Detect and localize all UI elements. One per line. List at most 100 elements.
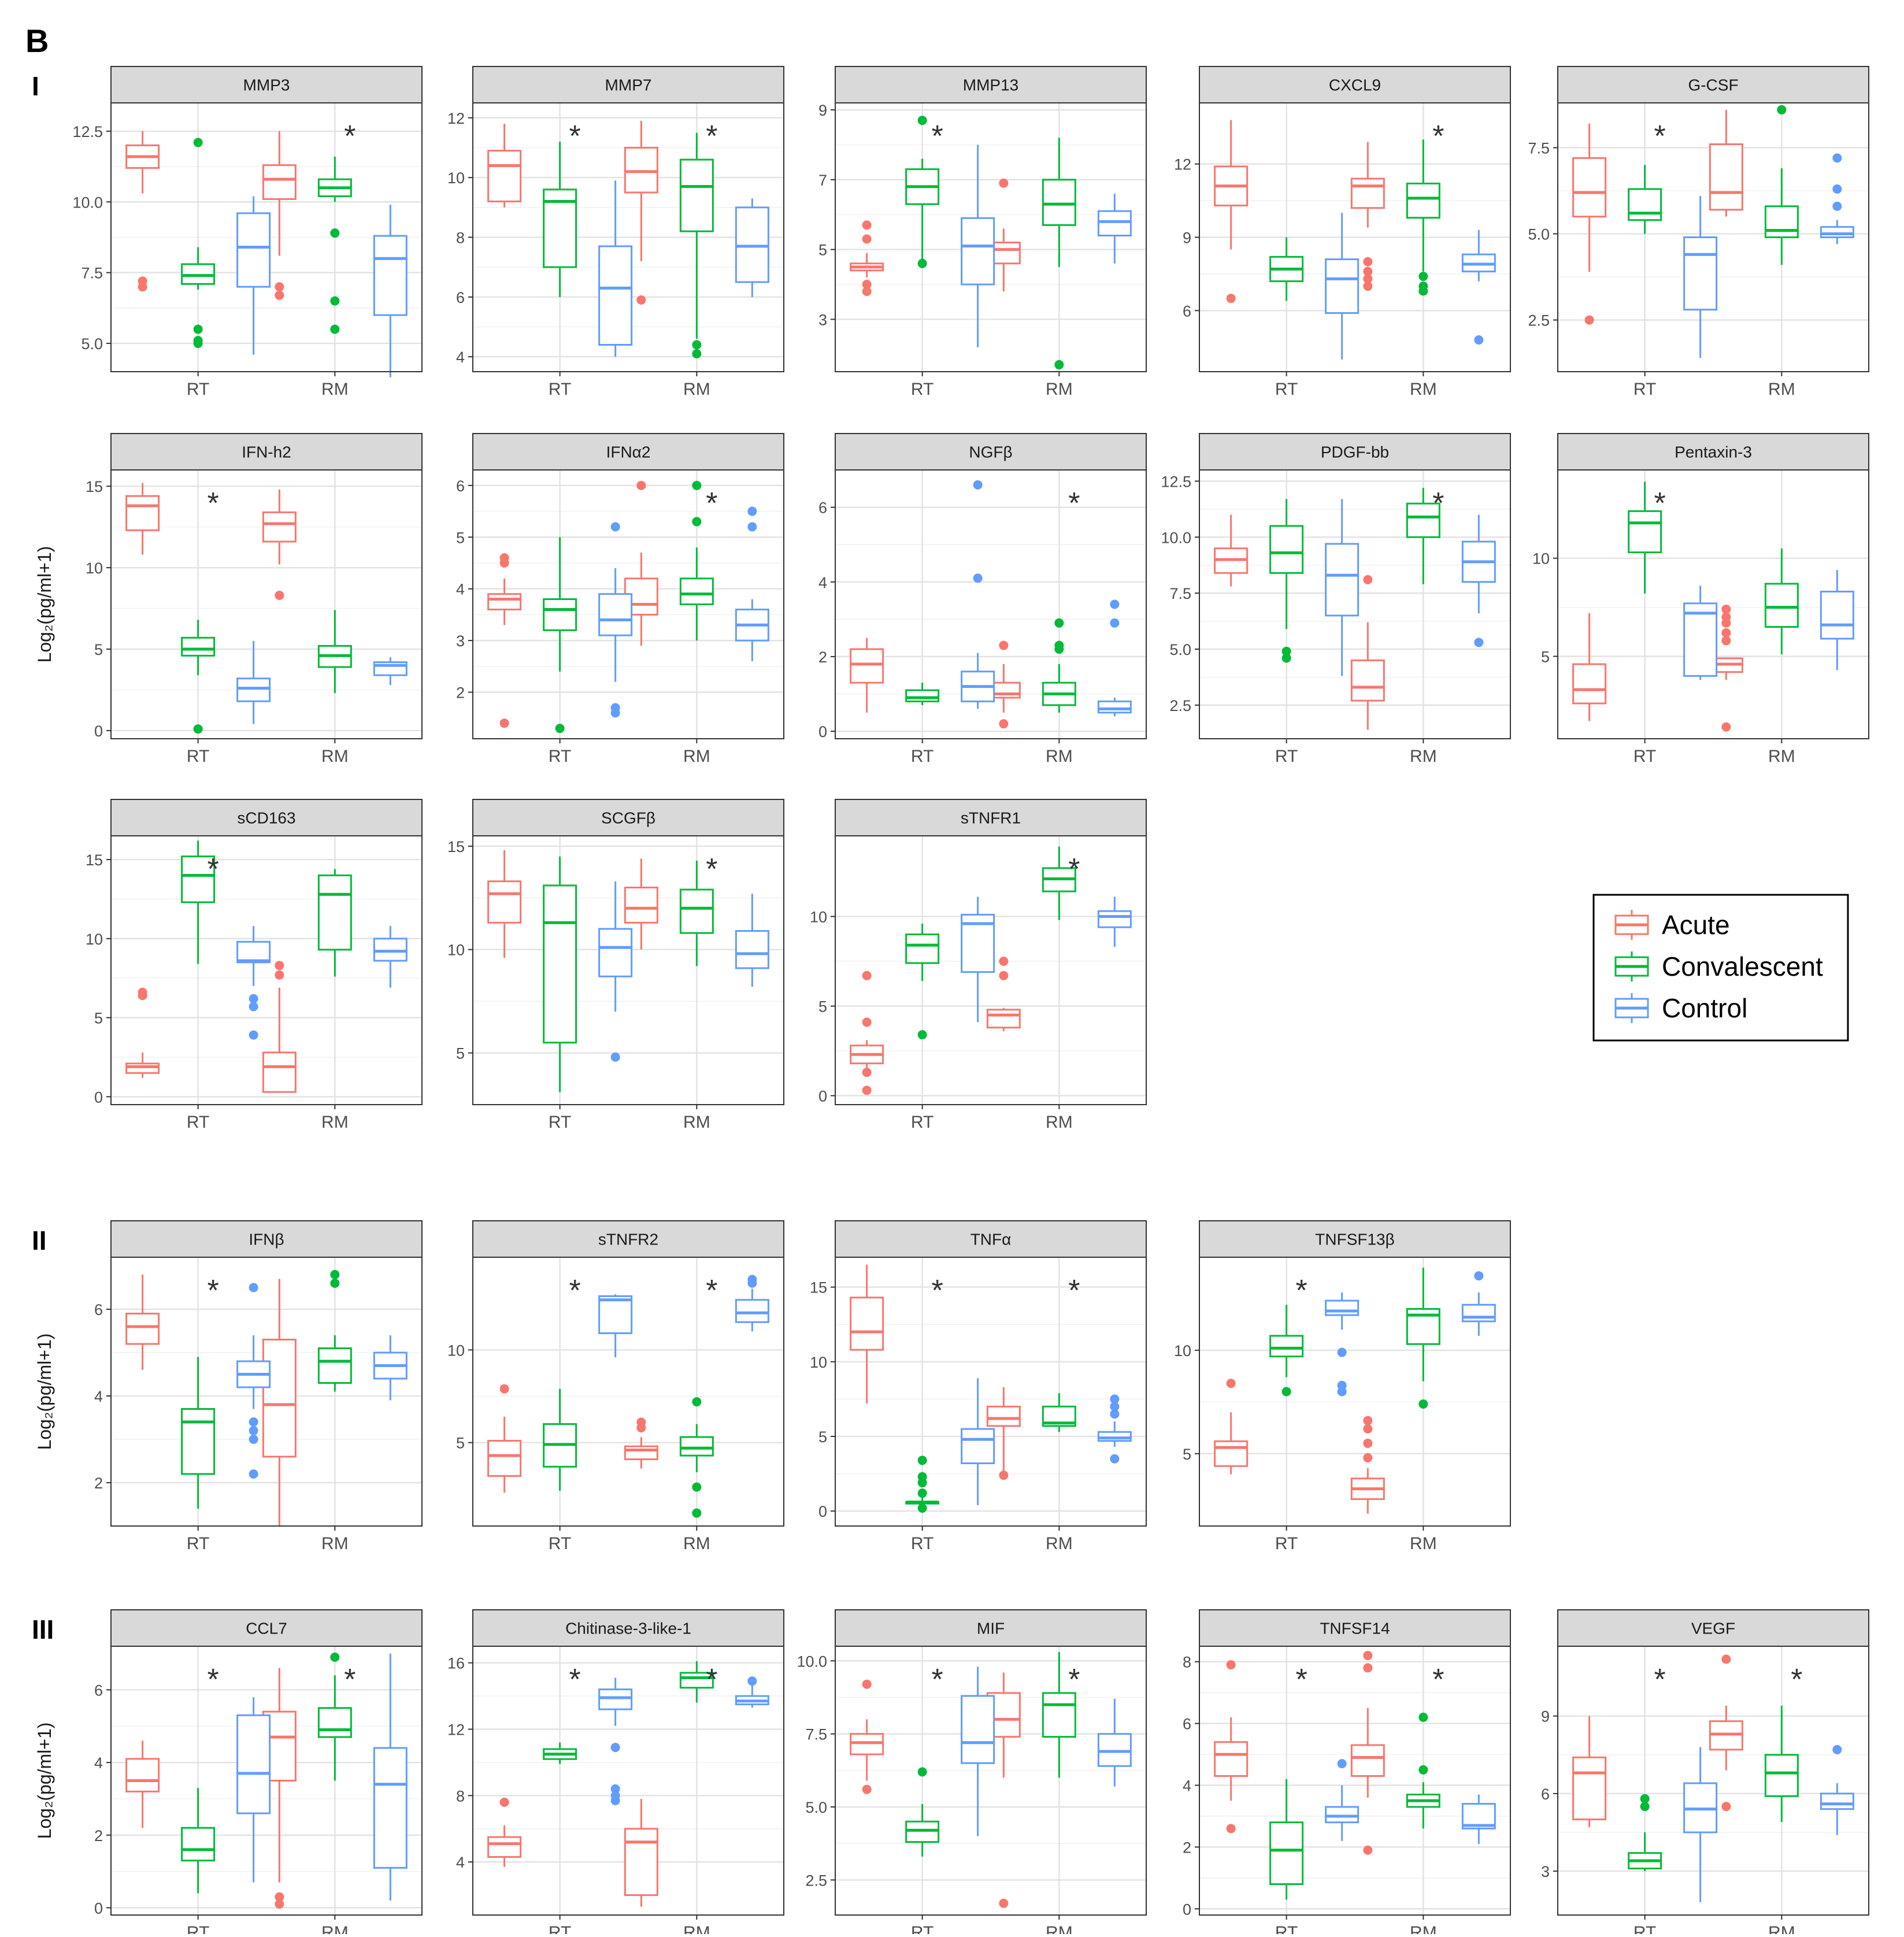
outlier-point: [1226, 1824, 1236, 1834]
y-tick-label: 9: [1183, 229, 1191, 247]
y-tick-label: 15: [810, 1279, 827, 1297]
box-convalescent: [317, 1707, 352, 1738]
y-tick-label: 10.0: [1161, 529, 1191, 546]
box-acute: [262, 164, 297, 200]
y-tick-label: 6: [94, 1301, 103, 1319]
box-convalescent: [679, 1436, 714, 1457]
outlier-point: [1640, 1794, 1650, 1803]
x-tick-label: RT: [187, 747, 209, 766]
box-acute: [487, 880, 522, 924]
outlier-point: [1418, 1712, 1428, 1722]
y-tick-label: 5: [94, 641, 103, 658]
outlier-point: [1110, 618, 1120, 628]
outlier-point: [1777, 105, 1787, 114]
significance-marker: *: [932, 1274, 943, 1308]
legend: Acute Convalescent Control: [1592, 894, 1849, 1042]
box-acute: [624, 1445, 658, 1461]
outlier-point: [1721, 1654, 1731, 1664]
x-tick-label: RT: [1275, 747, 1298, 766]
y-tick-label: 5.0: [1169, 641, 1191, 658]
outlier-point: [499, 553, 509, 563]
outlier-point: [1110, 599, 1120, 609]
panel-strip: [835, 66, 1147, 103]
panel-tnf-: TNFα * * 0 5 10 15 RT RM: [810, 1220, 1147, 1553]
panel-mif: MIF * * 2.5 5.0 7.5 10.0 RT RM: [797, 1609, 1147, 1937]
panel-border: [835, 835, 1147, 1105]
outlier-point: [1474, 638, 1484, 647]
outlier-point: [1363, 1438, 1373, 1448]
box-acute: [125, 1062, 160, 1074]
x-tick-label: RM: [1410, 747, 1437, 766]
panel-ccl7: CCL7 * * 0 2 4 6 RT RM: [94, 1609, 423, 1937]
box-acute: [1572, 1756, 1607, 1821]
y-tick-label: 2: [456, 684, 465, 702]
panel-title: IFNβ: [249, 1231, 284, 1249]
panel-strip: [110, 66, 423, 103]
y-tick-label: 2.5: [1169, 697, 1191, 714]
outlier-point: [999, 971, 1009, 980]
box-control: [1097, 910, 1132, 928]
y-tick-label: 5: [818, 242, 827, 259]
box-convalescent: [1764, 205, 1799, 239]
y-tick-label: 5: [818, 998, 827, 1016]
y-tick-label: 0: [818, 1503, 827, 1520]
outlier-point: [999, 1471, 1009, 1480]
box-acute: [1572, 663, 1607, 705]
significance-marker: *: [569, 1274, 581, 1308]
outlier-point: [862, 1679, 872, 1689]
box-control: [1325, 1806, 1360, 1824]
outlier-point: [1110, 1454, 1120, 1464]
y-tick-label: 12.5: [1161, 473, 1191, 490]
panel-strip: [110, 433, 423, 471]
significance-marker: *: [932, 120, 943, 153]
outlier-point: [1281, 1387, 1291, 1397]
outlier-point: [330, 228, 340, 238]
outlier-point: [1363, 266, 1373, 276]
x-tick-label: RT: [1275, 1923, 1298, 1934]
box-control: [1820, 590, 1854, 640]
box-convalescent: [181, 1408, 216, 1475]
x-tick-label: RT: [1633, 1923, 1656, 1934]
panel-border: [110, 1257, 423, 1527]
x-tick-label: RM: [1410, 380, 1437, 399]
panel-title: PDGF-bb: [1321, 443, 1389, 461]
outlier-point: [1054, 640, 1064, 650]
y-tick-label: 10: [447, 169, 465, 187]
x-tick-label: RM: [1046, 747, 1073, 766]
panel-title: MMP13: [963, 76, 1018, 94]
outlier-point: [636, 480, 646, 490]
panel-border: [472, 835, 784, 1105]
box-control: [1097, 1733, 1132, 1767]
outlier-point: [917, 1030, 927, 1040]
y-tick-label: 0: [818, 723, 827, 740]
outlier-point: [138, 987, 147, 997]
x-tick-label: RT: [549, 380, 571, 399]
x-tick-label: RT: [1275, 380, 1298, 399]
significance-marker: *: [1068, 487, 1080, 520]
box-control: [1097, 210, 1132, 236]
outlier-point: [555, 724, 565, 734]
panel-strip: [472, 1609, 784, 1647]
panel-strip: [1199, 1609, 1511, 1647]
outlier-point: [275, 961, 284, 971]
y-tick-label: 5: [456, 1435, 465, 1452]
panel-border: [835, 1646, 1147, 1916]
outlier-point: [636, 1417, 646, 1427]
y-tick-label: 0: [94, 1899, 103, 1917]
panel-mmp3: MMP3 * 5.0 7.5 10.0 12.5 RT RM: [72, 66, 423, 399]
significance-marker: *: [1654, 487, 1666, 520]
y-tick-label: 15: [447, 838, 465, 855]
panel-strip: [110, 1609, 423, 1647]
outlier-point: [1640, 1802, 1650, 1812]
x-tick-label: RM: [683, 1923, 710, 1934]
y-tick-label: 4: [1183, 1777, 1191, 1795]
panel-strip: [1557, 1609, 1869, 1647]
x-tick-label: RM: [1046, 1923, 1073, 1934]
outlier-point: [747, 1275, 757, 1284]
box-convalescent: [1764, 583, 1799, 628]
x-tick-label: RM: [321, 1113, 349, 1132]
outlier-point: [193, 138, 203, 147]
box-control: [236, 1714, 271, 1814]
outlier-point: [249, 1469, 258, 1479]
significance-marker: *: [1068, 1274, 1080, 1308]
